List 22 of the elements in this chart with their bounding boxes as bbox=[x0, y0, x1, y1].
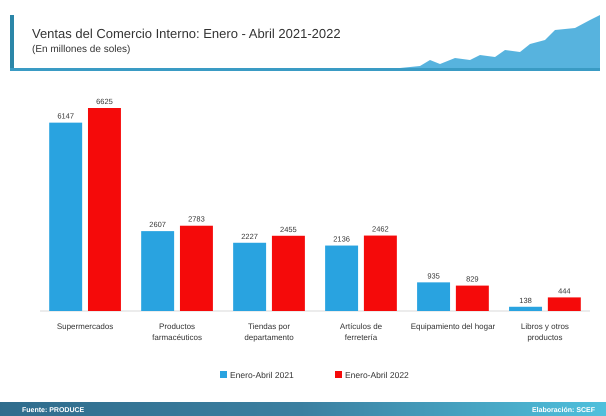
bar bbox=[509, 306, 542, 311]
legend-label: Enero-Abril 2022 bbox=[345, 370, 410, 380]
bar bbox=[548, 297, 581, 311]
bar bbox=[417, 282, 450, 311]
chart-title: Ventas del Comercio Interno: Enero - Abril 2021-2022 bbox=[32, 26, 341, 41]
bar bbox=[325, 246, 358, 311]
bar bbox=[180, 226, 213, 311]
bar bbox=[456, 286, 489, 311]
x-tick-label: Tiendas por departamento bbox=[244, 322, 294, 342]
x-tick-label: Libros y otros productos bbox=[520, 322, 569, 342]
bar bbox=[364, 236, 397, 311]
bar bbox=[141, 231, 174, 311]
bar bbox=[88, 108, 121, 311]
x-tick-label: Productos farmacéuticos bbox=[152, 322, 202, 342]
x-tick-label: Equipamiento del hogar bbox=[410, 322, 496, 331]
x-tick-label: Artículos de ferretería bbox=[340, 322, 383, 342]
bar bbox=[272, 236, 305, 311]
bar bbox=[233, 242, 266, 311]
bar bbox=[49, 122, 82, 311]
x-tick-label: Supermercados bbox=[56, 322, 114, 331]
legend-label: Enero-Abril 2021 bbox=[230, 370, 294, 380]
chart-subtitle: (En millones de soles) bbox=[32, 44, 130, 55]
